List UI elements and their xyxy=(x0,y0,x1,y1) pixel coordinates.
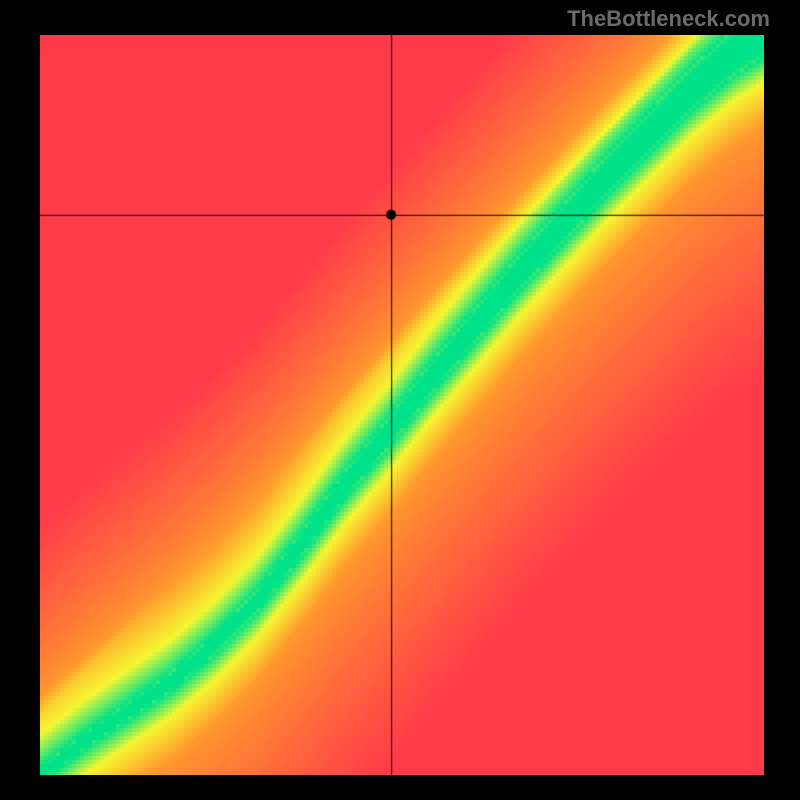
watermark-text: TheBottleneck.com xyxy=(567,6,770,32)
bottleneck-heatmap xyxy=(40,35,764,775)
chart-container: TheBottleneck.com xyxy=(0,0,800,800)
